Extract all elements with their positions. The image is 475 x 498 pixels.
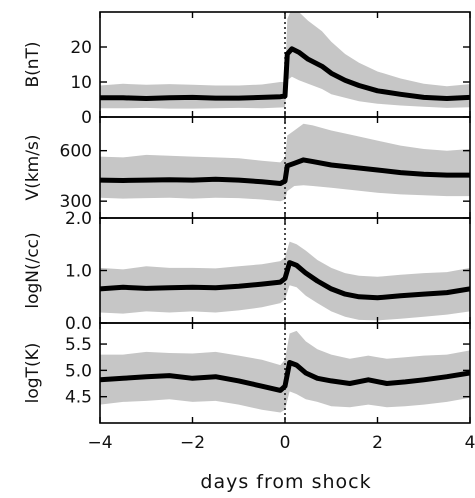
ylabel-logN: logN(/cc) <box>23 232 43 308</box>
band-logT <box>100 330 470 413</box>
mean-line-V <box>100 157 470 186</box>
ytick-label-logT: 5.5 <box>65 335 92 355</box>
x-axis: −4 −2 0 2 4 <box>87 433 475 453</box>
ytick-label-B: 20 <box>70 38 92 58</box>
ytick-label-logT: 4.5 <box>65 388 92 408</box>
mean-line-logT <box>100 360 470 393</box>
xtick-label: −2 <box>180 433 205 453</box>
x-axis-label: days from shock <box>200 471 371 493</box>
mean-line-logN <box>100 260 470 301</box>
panel-logN: 0.0 1.0 2.0 logN(/cc) <box>23 209 471 334</box>
xtick-label: −4 <box>87 433 112 453</box>
ytick-label-V: 300 <box>60 192 92 212</box>
panel-V: 300 600 V(km/s) <box>23 116 471 219</box>
panel-logT: 4.5 5.0 5.5 logT(K) <box>23 322 471 424</box>
ytick-label-logN: 0.0 <box>65 314 92 334</box>
ylabel-V: V(km/s) <box>23 135 43 201</box>
xtick-label: 0 <box>280 433 291 453</box>
chart-panels: 0 10 20 B(nT) 300 600 V(km/s) 0.0 1.0 2.0 logN(/cc… <box>23 11 471 424</box>
ylabel-B: B(nT) <box>23 41 43 87</box>
mean-line-B <box>100 46 470 101</box>
ytick-label-logT: 5.0 <box>65 361 92 381</box>
xtick-label: 4 <box>465 433 475 453</box>
ytick-label-V: 600 <box>60 142 92 162</box>
ytick-label-B: 10 <box>70 73 92 93</box>
xtick-label: 2 <box>372 433 383 453</box>
ytick-label-B: 0 <box>81 108 92 128</box>
panel-B: 0 10 20 B(nT) <box>23 11 471 128</box>
ytick-label-logN: 2.0 <box>65 209 92 229</box>
band-B <box>100 12 470 109</box>
ylabel-logT: logT(K) <box>23 343 43 404</box>
ytick-label-logN: 1.0 <box>65 262 92 282</box>
